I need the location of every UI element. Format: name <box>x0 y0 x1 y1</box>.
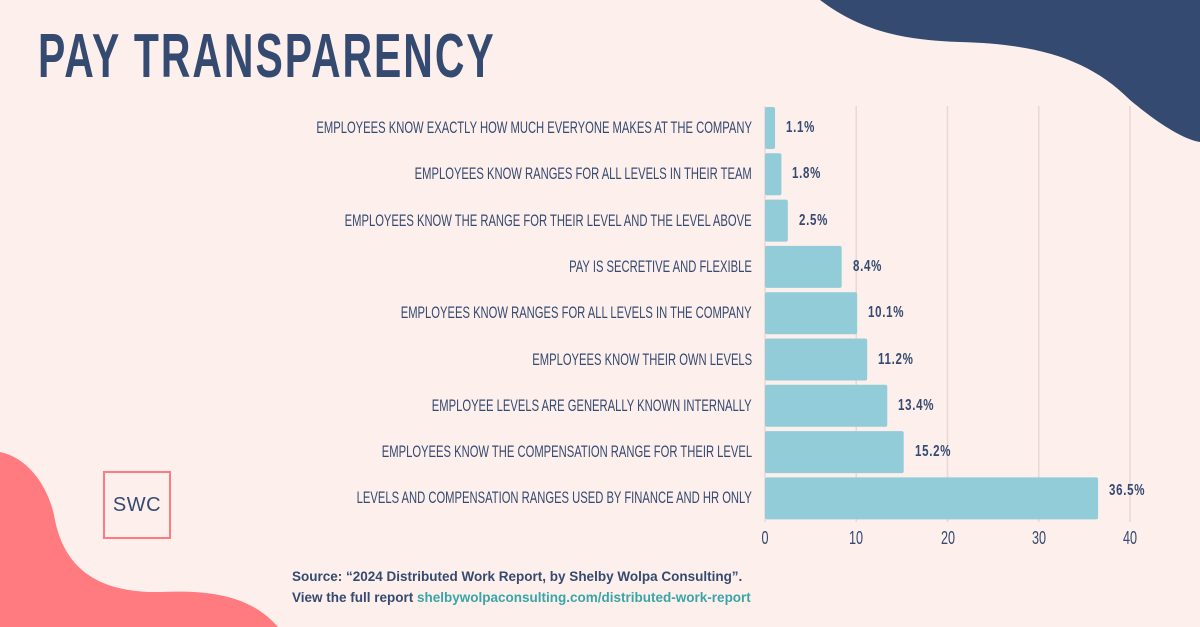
x-tick-label: 30 <box>1031 528 1046 548</box>
source-note: Source: “2024 Distributed Work Report, b… <box>292 566 751 608</box>
logo-text: SWC <box>112 493 162 516</box>
category-label: EMPLOYEES KNOW RANGES FOR ALL LEVELS IN … <box>401 303 752 323</box>
x-tick-label: 40 <box>1122 528 1138 548</box>
bar <box>765 153 782 196</box>
report-prefix: View the full report <box>292 590 418 605</box>
category-label: EMPLOYEES KNOW THEIR OWN LEVELS <box>532 349 752 369</box>
bar <box>765 245 842 288</box>
navy-blob <box>820 0 1200 142</box>
bar <box>765 431 904 474</box>
bar <box>765 477 1099 520</box>
data-label: 13.4% <box>898 396 935 414</box>
report-line: View the full report shelbywolpaconsulti… <box>292 587 751 608</box>
data-label: 36.5% <box>1109 482 1146 500</box>
data-label: 15.2% <box>914 443 951 461</box>
report-link[interactable]: shelbywolpaconsulting.com/distributed-wo… <box>417 590 751 605</box>
data-label: 1.1% <box>786 119 816 136</box>
swc-logo: SWC <box>103 471 171 539</box>
bar <box>765 384 888 427</box>
category-label: EMPLOYEES KNOW EXACTLY HOW MUCH EVERYONE… <box>316 118 752 137</box>
x-tick-label: 20 <box>940 528 955 548</box>
data-label: 11.2% <box>878 350 914 368</box>
category-label: EMPLOYEES KNOW RANGES FOR ALL LEVELS IN … <box>414 164 752 184</box>
category-label: EMPLOYEE LEVELS ARE GENERALLY KNOWN INTE… <box>432 395 752 415</box>
category-label: PAY IS SECRETIVE AND FLEXIBLE <box>569 256 752 276</box>
source-line: Source: “2024 Distributed Work Report, b… <box>292 569 743 584</box>
data-label: 10.1% <box>868 304 905 322</box>
bar <box>765 107 776 149</box>
bar <box>765 292 858 335</box>
data-label: 8.4% <box>852 257 882 275</box>
category-label: EMPLOYEES KNOW THE COMPENSATION RANGE FO… <box>381 442 752 462</box>
bar <box>765 338 868 381</box>
coral-blob <box>0 452 278 627</box>
data-label: 2.5% <box>798 211 828 229</box>
x-tick-label: 10 <box>849 528 864 548</box>
page-title: PAY TRANSPARENCY <box>38 22 496 91</box>
bar <box>765 199 788 242</box>
data-label: 1.8% <box>792 165 822 183</box>
x-tick-label: 0 <box>761 528 769 548</box>
category-label: LEVELS AND COMPENSATION RANGES USED BY F… <box>356 488 752 508</box>
category-label: EMPLOYEES KNOW THE RANGE FOR THEIR LEVEL… <box>345 210 752 230</box>
